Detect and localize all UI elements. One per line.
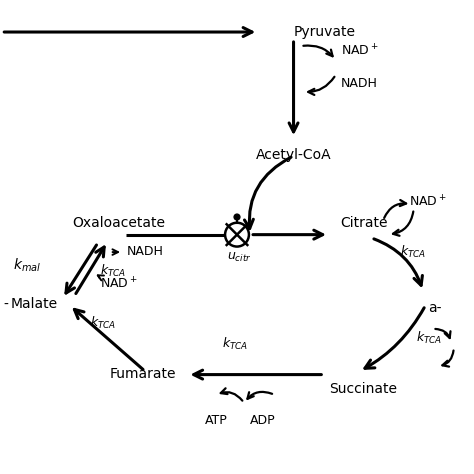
- Text: $u_{citr}$: $u_{citr}$: [227, 251, 252, 264]
- Text: $k_{TCA}$: $k_{TCA}$: [416, 330, 442, 346]
- Text: $k_{TCA}$: $k_{TCA}$: [100, 263, 127, 279]
- Text: $k_{mal}$: $k_{mal}$: [13, 256, 41, 274]
- Text: -: -: [4, 297, 9, 311]
- Text: NAD$^+$: NAD$^+$: [341, 43, 378, 58]
- Text: NADH: NADH: [341, 77, 378, 91]
- Text: $k_{TCA}$: $k_{TCA}$: [90, 315, 116, 331]
- Text: ADP: ADP: [250, 414, 276, 427]
- Text: $k_{TCA}$: $k_{TCA}$: [222, 337, 248, 353]
- Text: NADH: NADH: [126, 245, 163, 258]
- Text: Succinate: Succinate: [329, 382, 397, 396]
- Text: a-: a-: [428, 301, 441, 315]
- Text: $k_{TCA}$: $k_{TCA}$: [400, 244, 426, 260]
- Text: NAD$^+$: NAD$^+$: [409, 194, 447, 210]
- Text: Acetyl-CoA: Acetyl-CoA: [256, 148, 331, 163]
- Circle shape: [234, 214, 240, 220]
- Text: ATP: ATP: [204, 414, 227, 427]
- Text: Malate: Malate: [11, 297, 58, 311]
- Text: Pyruvate: Pyruvate: [293, 25, 356, 39]
- Text: Fumarate: Fumarate: [109, 367, 176, 381]
- Text: Citrate: Citrate: [341, 216, 388, 230]
- Text: Oxaloacetate: Oxaloacetate: [73, 216, 166, 230]
- Text: NAD$^+$: NAD$^+$: [100, 276, 138, 292]
